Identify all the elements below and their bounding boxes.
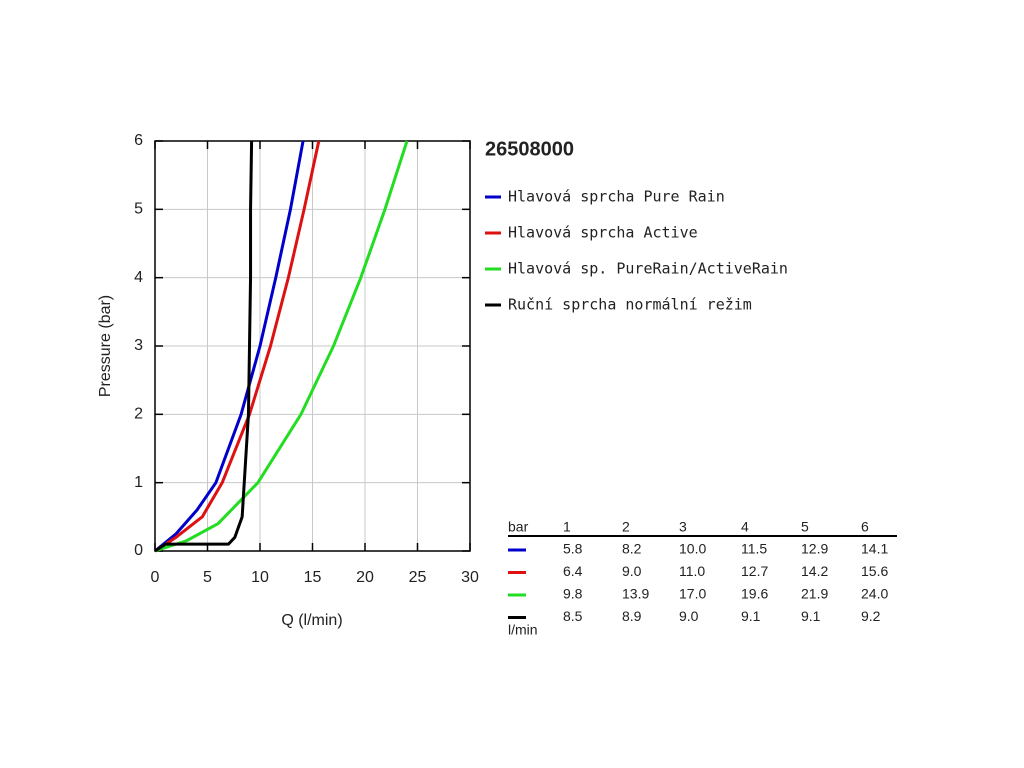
table-header: 5 <box>801 519 809 535</box>
table-cell: 8.9 <box>622 608 642 624</box>
table-cell: 10.0 <box>679 541 706 557</box>
x-tick-label: 5 <box>203 569 212 586</box>
table-header: 1 <box>563 519 571 535</box>
y-tick-label: 1 <box>134 474 143 491</box>
legend-label: Ruční sprcha normální režim <box>508 296 752 314</box>
table-cell: 5.8 <box>563 541 583 557</box>
table-cell: 8.5 <box>563 608 583 624</box>
table-header: 3 <box>679 519 687 535</box>
y-axis-label: Pressure (bar) <box>97 295 114 397</box>
table-cell: 19.6 <box>741 586 768 602</box>
table-cell: 14.1 <box>861 541 888 557</box>
table-cell: 21.9 <box>801 586 828 602</box>
table-cell: 13.9 <box>622 586 649 602</box>
series-line <box>154 140 305 553</box>
table-cell: 12.7 <box>741 563 768 579</box>
y-tick-label: 0 <box>134 542 143 559</box>
x-axis-label: Q (l/min) <box>281 612 342 629</box>
y-tick-label: 6 <box>134 132 143 149</box>
legend-label: Hlavová sprcha Pure Rain <box>508 188 725 206</box>
table-unit: l/min <box>508 622 538 638</box>
table-cell: 9.8 <box>563 586 583 602</box>
table-cell: 9.1 <box>801 608 821 624</box>
x-tick-label: 25 <box>409 569 427 586</box>
table-cell: 9.0 <box>679 608 699 624</box>
table-cell: 9.0 <box>622 563 642 579</box>
table-cell: 11.0 <box>679 563 705 579</box>
y-tick-label: 5 <box>134 201 143 218</box>
table-cell: 12.9 <box>801 541 828 557</box>
x-tick-label: 20 <box>356 569 374 586</box>
table-cell: 15.6 <box>861 563 888 579</box>
table-header: 4 <box>741 519 749 535</box>
x-tick-label: 15 <box>304 569 322 586</box>
table-cell: 9.2 <box>861 608 881 624</box>
table-header: bar <box>508 519 529 535</box>
legend-label: Hlavová sp. PureRain/ActiveRain <box>508 260 788 278</box>
table-cell: 17.0 <box>679 586 706 602</box>
table-cell: 24.0 <box>861 586 888 602</box>
x-tick-label: 30 <box>461 569 479 586</box>
table-cell: 14.2 <box>801 563 828 579</box>
table-cell: 11.5 <box>741 541 767 557</box>
table-header: 2 <box>622 519 630 535</box>
table-cell: 8.2 <box>622 541 642 557</box>
y-tick-label: 2 <box>134 406 143 423</box>
x-tick-label: 10 <box>251 569 269 586</box>
table-header: 6 <box>861 519 869 535</box>
series-line <box>154 140 409 553</box>
series-line <box>154 140 254 553</box>
table-cell: 9.1 <box>741 608 761 624</box>
legend-label: Hlavová sprcha Active <box>508 224 698 242</box>
plot-frame <box>154 140 471 552</box>
x-tick-label: 0 <box>151 569 160 586</box>
y-tick-label: 4 <box>134 269 143 286</box>
table-cell: 6.4 <box>563 563 583 579</box>
y-tick-label: 3 <box>134 337 143 354</box>
chart-title: 26508000 <box>485 138 574 160</box>
